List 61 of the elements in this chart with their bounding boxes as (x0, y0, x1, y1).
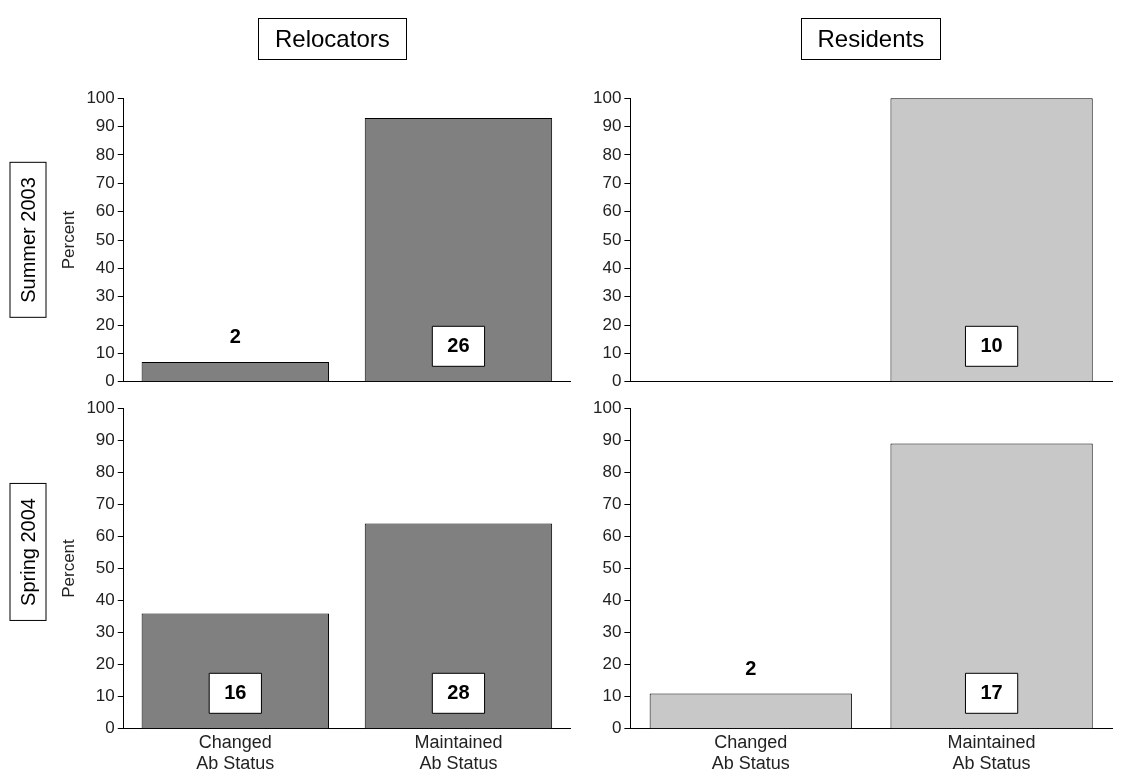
y-tick-label: 0 (611, 371, 622, 391)
x-tick-label: Maintained Ab Status (947, 731, 1036, 774)
y-tick-label: 0 (105, 718, 115, 738)
x-tick-label: Maintained Ab Status (414, 731, 503, 774)
annotation: 2 (745, 657, 757, 680)
y-tick-label: 100 (592, 397, 622, 417)
y-tick-label: 40 (602, 258, 622, 278)
y-tick-label: 30 (95, 622, 115, 642)
y-tick-label: 10 (602, 686, 622, 706)
y-tick-label: 30 (602, 622, 622, 642)
x-tick-label: Changed Ab Status (196, 731, 275, 774)
y-tick-label: 80 (95, 462, 115, 482)
y-tick-label: 30 (95, 286, 115, 306)
y-tick-label: 90 (602, 429, 622, 449)
y-tick-label: 0 (105, 371, 115, 391)
annotation: 16 (224, 680, 247, 703)
y-tick-label: 20 (602, 314, 622, 334)
y-tick-label: 30 (602, 286, 622, 306)
y-tick-label: 60 (602, 201, 622, 221)
y-tick-label: 10 (602, 343, 622, 363)
x-tick-label: Changed Ab Status (711, 731, 790, 774)
y-tick-label: 100 (86, 87, 115, 107)
y-tick-label: 60 (95, 526, 115, 546)
y-tick-label: 90 (95, 116, 115, 136)
y-tick-label: 100 (86, 397, 115, 417)
annotation: 28 (447, 680, 470, 703)
y-tick-label: 20 (95, 654, 115, 674)
y-tick-label: 40 (602, 590, 622, 610)
y-tick-label: 60 (95, 201, 115, 221)
annotation: 10 (980, 333, 1003, 356)
y-tick-label: 70 (602, 494, 622, 514)
y-tick-label: 70 (95, 172, 115, 192)
chart-title: Residents (800, 18, 942, 60)
chart-title: Relocators (258, 18, 407, 60)
y-tick-label: 20 (95, 314, 115, 334)
y-axis-title: Percent (58, 210, 78, 270)
y-tick-label: 40 (95, 258, 115, 278)
y-tick-label: 60 (602, 526, 622, 546)
y-tick-label: 90 (95, 429, 115, 449)
y-tick-label: 50 (602, 229, 622, 249)
y-tick-label: 0 (611, 718, 622, 738)
annotation: 26 (447, 333, 470, 356)
y-axis-title: Percent (58, 538, 78, 598)
y-tick-label: 20 (602, 654, 622, 674)
y-tick-label: 50 (95, 558, 115, 578)
y-tick-label: 10 (95, 686, 115, 706)
annotation: 17 (980, 680, 1003, 703)
y-tick-label: 80 (95, 144, 115, 164)
annotation: 2 (229, 325, 241, 348)
y-tick-label: 70 (95, 494, 115, 514)
y-tick-label: 90 (602, 116, 622, 136)
y-tick-label: 50 (95, 229, 115, 249)
text: Spring 2004 (9, 482, 47, 621)
y-tick-label: 100 (592, 87, 622, 107)
y-tick-label: 80 (602, 462, 622, 482)
text: Summer 2003 (9, 162, 47, 318)
y-tick-label: 10 (95, 343, 115, 363)
y-tick-label: 40 (95, 590, 115, 610)
y-tick-label: 80 (602, 144, 622, 164)
y-tick-label: 70 (602, 172, 622, 192)
y-tick-label: 50 (602, 558, 622, 578)
